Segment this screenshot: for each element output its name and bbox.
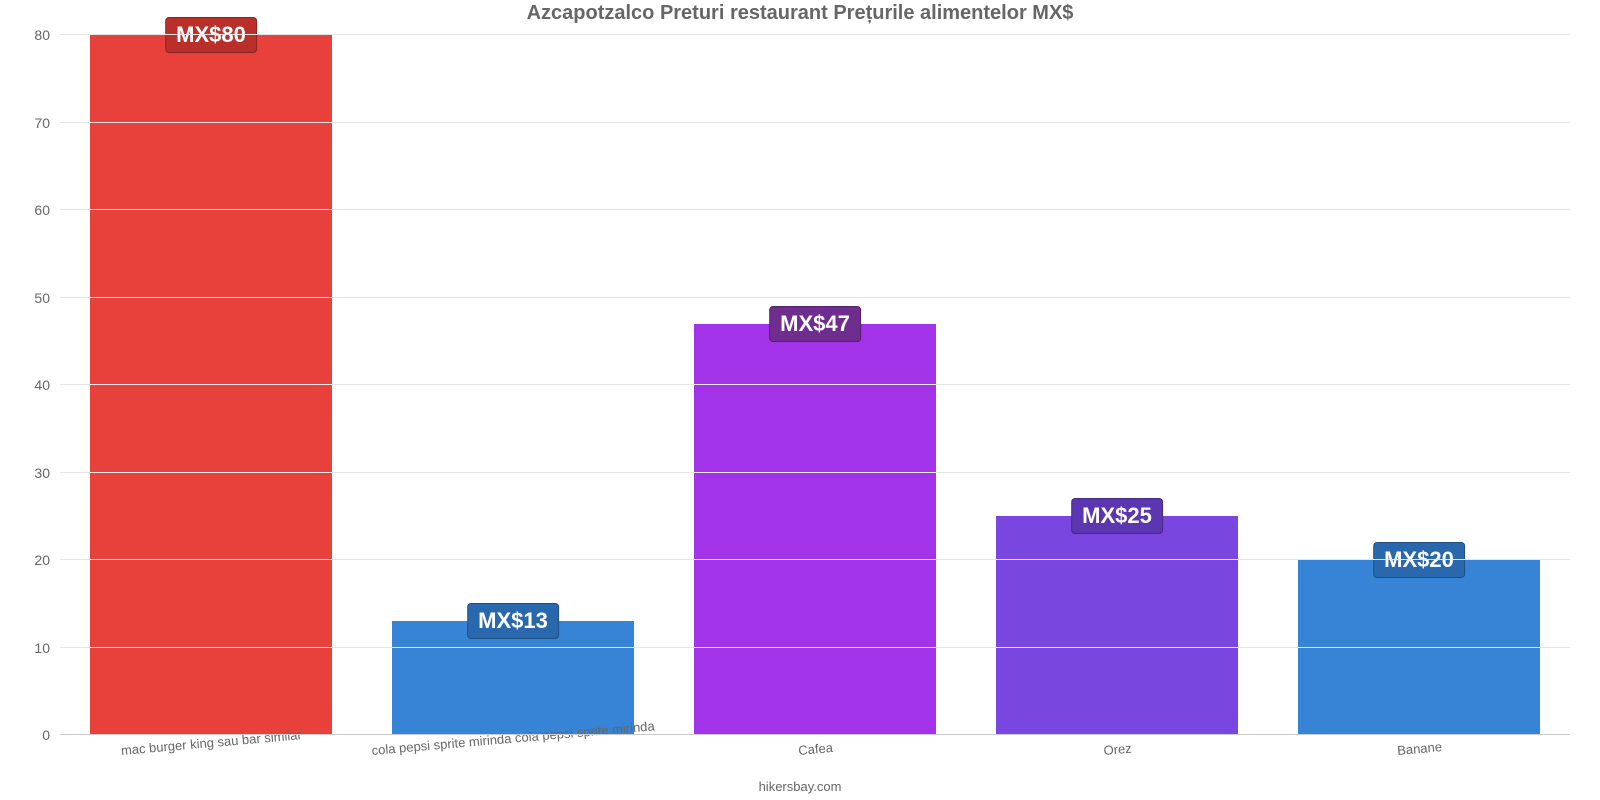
bar: [694, 324, 936, 735]
ytick-label: 30: [34, 465, 50, 481]
gridline: [60, 559, 1570, 560]
ytick-label: 70: [34, 115, 50, 131]
xtick-label: Cafea: [798, 740, 834, 758]
ytick-label: 60: [34, 202, 50, 218]
xtick-label: Banane: [1397, 739, 1443, 758]
gridline: [60, 297, 1570, 298]
gridline: [60, 384, 1570, 385]
ytick-label: 10: [34, 640, 50, 656]
gridline: [60, 472, 1570, 473]
value-badge: MX$47: [769, 306, 861, 342]
ytick-label: 20: [34, 552, 50, 568]
value-badge: MX$25: [1071, 498, 1163, 534]
bar-slot: MX$80mac burger king sau bar similar: [60, 35, 362, 735]
gridline: [60, 209, 1570, 210]
gridline: [60, 122, 1570, 123]
value-badge: MX$20: [1373, 542, 1465, 578]
gridline: [60, 734, 1570, 735]
bar-slot: MX$20Banane: [1268, 35, 1570, 735]
bar: [90, 35, 332, 735]
price-bar-chart: Azcapotzalco Preturi restaurant Prețuril…: [0, 0, 1600, 800]
ytick-label: 40: [34, 377, 50, 393]
gridline: [60, 647, 1570, 648]
ytick-label: 80: [34, 27, 50, 43]
plot-area: MX$80mac burger king sau bar similarMX$1…: [60, 35, 1570, 735]
bar-slot: MX$13cola pepsi sprite mirinda cola peps…: [362, 35, 664, 735]
bar: [1298, 560, 1540, 735]
bars-row: MX$80mac burger king sau bar similarMX$1…: [60, 35, 1570, 735]
ytick-label: 0: [42, 727, 50, 743]
chart-footer: hikersbay.com: [0, 779, 1600, 794]
gridline: [60, 34, 1570, 35]
bar: [996, 516, 1238, 735]
value-badge: MX$80: [165, 17, 257, 53]
value-badge: MX$13: [467, 603, 559, 639]
bar-slot: MX$25Orez: [966, 35, 1268, 735]
xtick-label: Orez: [1103, 741, 1132, 758]
ytick-label: 50: [34, 290, 50, 306]
bar-slot: MX$47Cafea: [664, 35, 966, 735]
